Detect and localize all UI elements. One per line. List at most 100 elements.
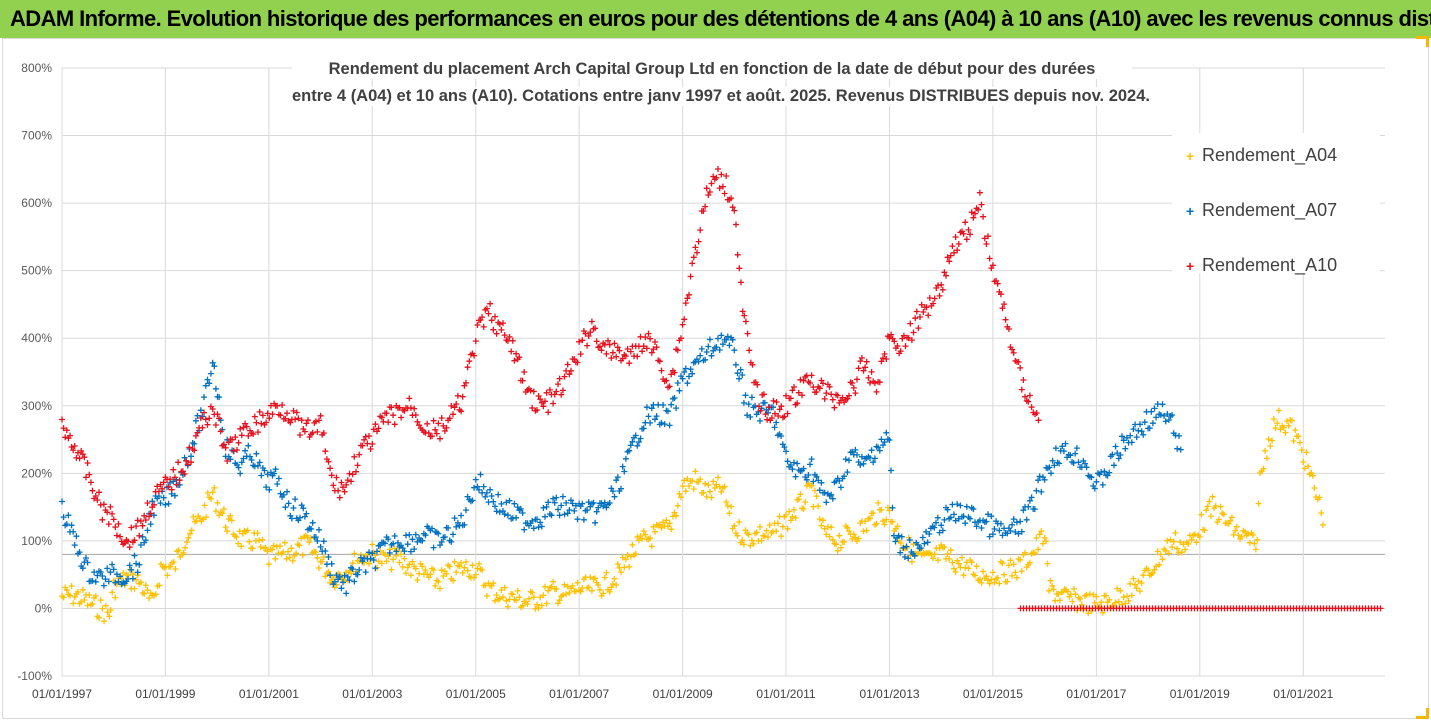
data-point xyxy=(634,353,641,360)
data-point xyxy=(492,313,498,320)
data-point xyxy=(965,226,972,233)
data-point xyxy=(587,329,594,336)
data-point xyxy=(1064,588,1071,595)
data-point xyxy=(1154,548,1161,555)
data-point xyxy=(802,499,809,506)
data-point xyxy=(89,577,96,584)
data-point xyxy=(407,572,414,579)
data-point xyxy=(1217,503,1224,510)
data-point xyxy=(991,579,998,586)
data-point xyxy=(199,424,206,431)
data-point xyxy=(595,582,602,588)
data-point xyxy=(534,516,540,523)
data-point xyxy=(834,547,841,554)
data-point xyxy=(601,574,608,581)
data-point xyxy=(438,567,445,574)
data-point xyxy=(684,380,691,387)
data-point xyxy=(903,543,910,550)
data-points xyxy=(59,166,1384,625)
data-point xyxy=(229,436,236,443)
data-point xyxy=(105,578,112,585)
data-point xyxy=(255,462,261,469)
data-point xyxy=(435,420,442,427)
data-point xyxy=(550,495,557,502)
data-point xyxy=(886,334,893,341)
data-point xyxy=(564,361,571,368)
data-point xyxy=(642,531,649,538)
data-point xyxy=(517,505,524,512)
data-point xyxy=(406,561,413,568)
data-point xyxy=(1318,510,1325,516)
data-point xyxy=(690,254,697,261)
data-point xyxy=(569,500,576,507)
data-point xyxy=(68,583,75,589)
data-point xyxy=(1085,610,1092,617)
data-point xyxy=(1262,447,1269,454)
data-point xyxy=(437,585,443,592)
data-point xyxy=(951,511,957,518)
data-point xyxy=(139,533,146,540)
data-point xyxy=(711,485,718,491)
data-point xyxy=(160,479,167,486)
data-point xyxy=(1167,536,1174,543)
data-point xyxy=(818,522,825,529)
data-point xyxy=(931,295,938,302)
data-point xyxy=(1159,556,1166,563)
data-point xyxy=(863,358,870,365)
data-point xyxy=(476,486,482,493)
data-point xyxy=(792,473,799,480)
data-point xyxy=(137,518,144,525)
data-point xyxy=(559,387,566,394)
data-point xyxy=(792,515,799,521)
data-point xyxy=(106,613,113,620)
data-point xyxy=(1015,359,1022,365)
data-point xyxy=(658,419,665,426)
data-point xyxy=(398,551,405,558)
data-point xyxy=(159,485,166,492)
data-point xyxy=(867,515,873,522)
data-point xyxy=(860,528,867,535)
data-point xyxy=(1288,417,1295,424)
data-point xyxy=(131,552,138,559)
data-point xyxy=(282,415,289,422)
data-point xyxy=(152,591,159,598)
data-point xyxy=(269,546,276,553)
data-point xyxy=(813,389,820,395)
selection-handle-top-right[interactable] xyxy=(1416,36,1429,47)
data-point xyxy=(829,536,836,543)
selection-handle-bottom-right[interactable] xyxy=(1416,708,1429,719)
data-point xyxy=(277,490,284,497)
data-point xyxy=(175,547,182,554)
data-point xyxy=(262,544,269,551)
data-point xyxy=(157,500,164,507)
data-point xyxy=(1270,416,1277,422)
data-point xyxy=(713,481,720,488)
data-point xyxy=(774,520,781,527)
data-point xyxy=(227,512,234,519)
data-point xyxy=(761,533,768,540)
data-point xyxy=(773,528,780,535)
data-point xyxy=(753,529,760,536)
data-point xyxy=(710,478,717,485)
data-point xyxy=(474,483,481,490)
data-point xyxy=(805,472,812,478)
data-point xyxy=(585,333,592,339)
data-point xyxy=(713,174,720,181)
data-point xyxy=(1013,574,1020,581)
data-point xyxy=(1135,578,1142,585)
data-point xyxy=(134,569,141,576)
data-point xyxy=(1162,418,1169,425)
data-point xyxy=(991,526,998,532)
data-point xyxy=(219,510,226,517)
data-point xyxy=(619,463,626,470)
data-point xyxy=(1041,476,1048,483)
data-point xyxy=(180,549,187,556)
data-point xyxy=(781,444,788,451)
data-point xyxy=(107,503,114,510)
data-point xyxy=(409,536,416,543)
data-point xyxy=(970,214,977,221)
data-point xyxy=(682,300,689,307)
data-point xyxy=(836,532,843,539)
x-tick-label: 01/01/2019 xyxy=(1170,687,1230,701)
data-point xyxy=(595,504,602,511)
